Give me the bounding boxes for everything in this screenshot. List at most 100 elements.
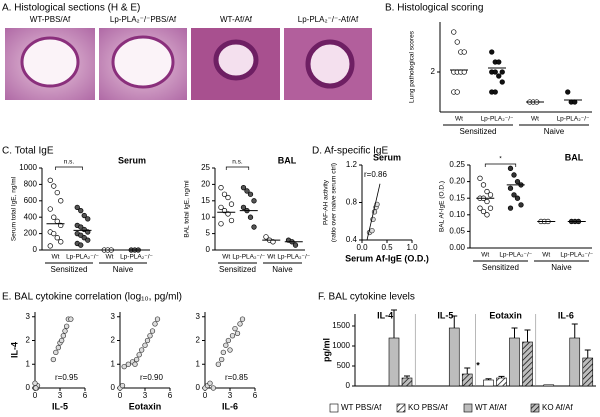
group-label: Naive (544, 127, 565, 136)
x-tick-label: Lp-PLA₂⁻/⁻ (557, 116, 590, 123)
x-tick-label: 0.0 (356, 243, 368, 252)
y-tick-label: 2 (431, 67, 436, 76)
x-tick-label: Lp-PLA₂⁻/⁻ (120, 254, 153, 261)
point (210, 385, 216, 391)
legend-swatch (329, 403, 339, 413)
point (218, 185, 224, 191)
point (251, 224, 257, 230)
point (47, 177, 53, 183)
point (47, 206, 53, 212)
point (454, 39, 460, 45)
x-tick-label: Wt (267, 254, 275, 261)
y-tick-label: 1000 (19, 163, 37, 172)
bar (509, 337, 520, 387)
point (225, 337, 231, 344)
point (219, 356, 225, 363)
point (218, 204, 224, 211)
point (147, 333, 153, 339)
x-tick-label: 0.5 (381, 243, 393, 252)
y-axis-label: BAL total IgE, ng/ml (184, 180, 191, 238)
y-tick-label: 25 (201, 163, 210, 172)
x-tick-label: 3 (228, 391, 233, 400)
point (215, 361, 221, 367)
point (47, 243, 53, 249)
annotation: * (499, 156, 502, 163)
x-axis-label: IL-6 (222, 401, 238, 411)
point (244, 188, 250, 194)
group-label: Naive (551, 263, 572, 272)
y-tick-label: 0 (346, 381, 351, 390)
point (489, 49, 495, 55)
chart-subtitle: Serum (118, 155, 146, 165)
y-tick-label: 3 (26, 312, 31, 321)
point (225, 194, 231, 201)
point (487, 192, 494, 198)
point (499, 79, 505, 85)
point (247, 214, 254, 220)
point (85, 237, 91, 243)
y-tick-label: 0 (111, 383, 116, 392)
point (154, 316, 161, 322)
point (218, 221, 224, 227)
point (54, 235, 60, 241)
legend-label: KO Af/Af (542, 403, 573, 412)
point (263, 234, 269, 240)
histology-image (284, 28, 372, 100)
y-tick-label: 5 (206, 229, 211, 238)
y-axis-label: BAL Af-IgE (O.D.) (439, 181, 446, 232)
point (85, 216, 91, 222)
category-label: IL-5 (437, 310, 453, 320)
point (480, 208, 487, 215)
point (58, 198, 64, 204)
annotation: n.s. (232, 159, 243, 166)
point (121, 363, 127, 370)
point (136, 352, 142, 358)
bar-hatch (522, 342, 533, 386)
chart-subtitle: Serum (373, 152, 401, 162)
point (247, 191, 254, 197)
chart-title: D. Af-specific IgE (312, 146, 388, 157)
y-axis-label: IL-4 (9, 342, 19, 358)
point (228, 201, 235, 207)
x-tick-label: Lp-PLA₂⁻/⁻ (560, 252, 593, 259)
point (64, 323, 70, 329)
y-axis-label: (ratio over naive serum ctrl) (331, 163, 338, 242)
point (149, 328, 156, 334)
histology-image (99, 28, 187, 100)
x-tick-label: 0 (118, 391, 123, 400)
point (507, 185, 514, 191)
x-tick-label: Wt (106, 254, 114, 261)
group-label: Naive (113, 265, 134, 274)
image-label: Lp-PLA₂⁻/⁻-Af/Af (298, 15, 359, 24)
point (499, 69, 505, 75)
point (33, 385, 39, 391)
bracket (55, 166, 83, 170)
point (454, 89, 460, 95)
annotation: n.s. (64, 159, 75, 166)
y-tick-label: 0.20 (449, 177, 465, 186)
x-tick-label: 3 (58, 391, 63, 400)
point (369, 227, 375, 234)
category-label: IL-4 (377, 310, 393, 320)
bar (483, 379, 494, 387)
point (78, 232, 84, 238)
point (78, 207, 84, 214)
y-tick-label: 10 (201, 212, 210, 221)
point (492, 69, 498, 75)
point (78, 224, 84, 230)
y-tick-label: 800 (24, 180, 38, 189)
point (59, 337, 65, 344)
y-axis-label: PAF-AH activity (323, 179, 330, 225)
x-tick-label: 0 (203, 391, 208, 400)
point (152, 321, 158, 327)
x-tick-label: 6 (168, 391, 173, 400)
point (565, 89, 571, 95)
point (227, 347, 233, 353)
group-label: Sensitized (460, 127, 497, 136)
x-tick-label: 6 (253, 391, 258, 400)
chart-title: E. BAL cytokine correlation (log₁₀, pg/m… (2, 292, 182, 303)
point (50, 356, 56, 363)
y-tick-label: 2 (196, 336, 201, 345)
x-tick-label: Wt (52, 254, 60, 261)
point (220, 349, 226, 356)
